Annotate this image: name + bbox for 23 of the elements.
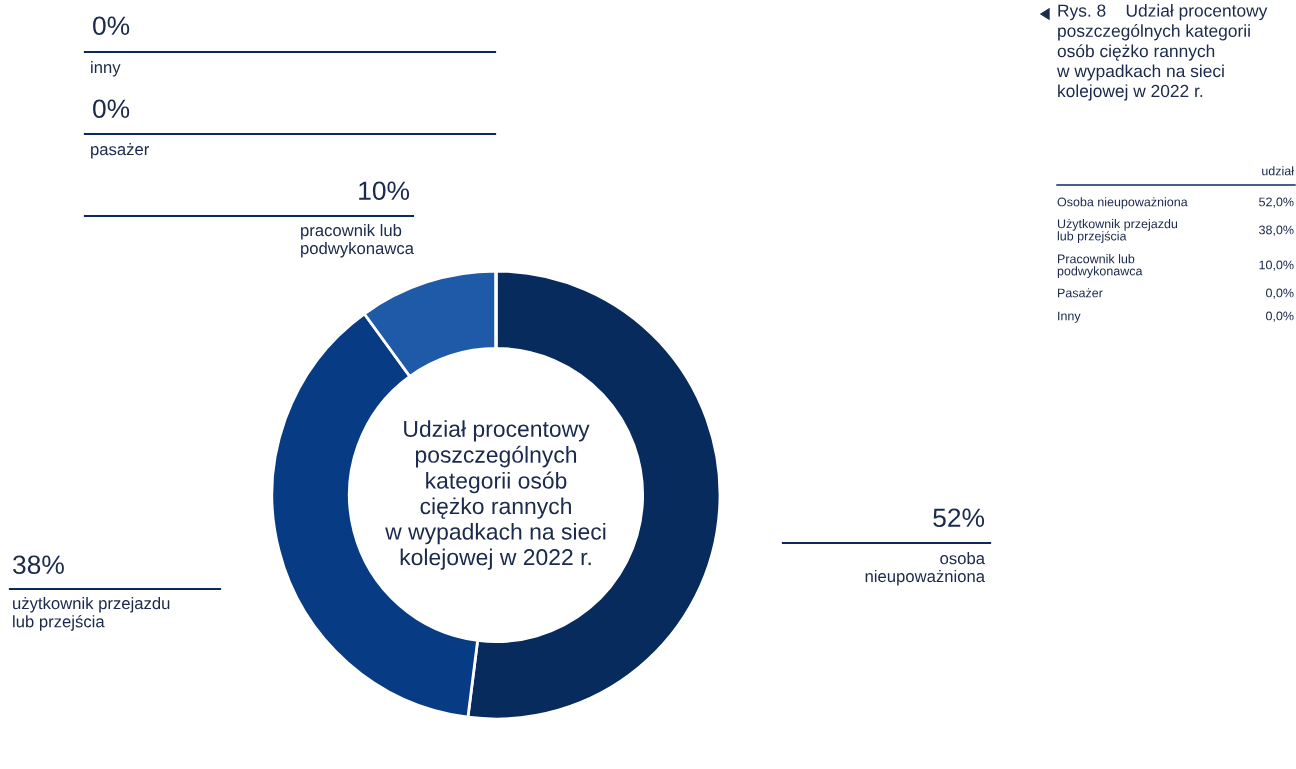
slice-label: osoba nieupoważniona bbox=[865, 552, 986, 586]
slice-label: użytkownik przejazdu lub przejścia bbox=[13, 597, 170, 631]
text: 0,0% bbox=[1266, 288, 1294, 299]
text: Inny bbox=[1058, 311, 1081, 323]
text: 52,0% bbox=[1259, 197, 1294, 208]
text: Rys. 8 Udział procentowy poszczególnych kategorii osób ciężko rannych w wypadkach na sieci kolejowej w 2022 r. bbox=[1056, 4, 1268, 101]
text: 10,0% bbox=[1259, 260, 1294, 271]
text: 0% bbox=[93, 99, 130, 119]
text: Osoba nieupoważniona bbox=[1057, 197, 1188, 209]
text: 38,0% bbox=[1259, 225, 1294, 236]
category-label: pasażer bbox=[91, 143, 150, 159]
category-label: inny bbox=[91, 61, 121, 77]
text: Pasażer bbox=[1058, 288, 1103, 298]
text: udział bbox=[1262, 166, 1294, 176]
slice-label: pracownik lub podwykonawca bbox=[301, 224, 414, 258]
data-label: 52% bbox=[933, 508, 985, 528]
text: Użytkownik przejazdu lub przejścia bbox=[1057, 219, 1178, 243]
data-label: 10% bbox=[359, 181, 410, 201]
data-label: 38% bbox=[13, 555, 64, 575]
text: Udział procentowy poszczególnych kategorii osób ciężko rannych w wypadkach na sieci kolejowej w 2022 r. bbox=[385, 420, 606, 570]
text: 0,0% bbox=[1266, 311, 1294, 322]
text: 0% bbox=[93, 16, 130, 36]
text: Pracownik lub podwykonawca bbox=[1057, 254, 1143, 278]
